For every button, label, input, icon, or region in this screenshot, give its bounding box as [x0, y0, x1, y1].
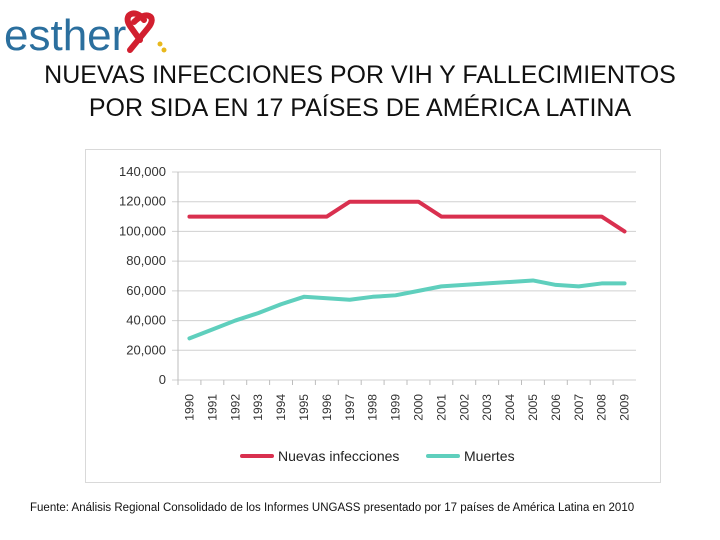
data-point — [302, 295, 306, 299]
x-tick-label: 1994 — [274, 394, 288, 421]
x-tick-label: 1990 — [182, 394, 196, 421]
series-line-nuevas-infecciones — [187, 199, 627, 234]
x-tick-label: 2002 — [457, 394, 471, 421]
x-tick-label: 2005 — [526, 394, 540, 421]
y-tick-label: 40,000 — [126, 313, 166, 328]
data-point — [279, 215, 283, 219]
y-tick-label: 100,000 — [119, 223, 166, 238]
x-tick-label: 1999 — [389, 394, 403, 421]
x-tick-label: 1993 — [251, 394, 265, 421]
red-ribbon-icon — [124, 10, 167, 53]
data-point — [256, 311, 260, 315]
data-point — [485, 281, 489, 285]
y-tick-label: 20,000 — [126, 342, 166, 357]
data-point — [394, 200, 398, 204]
data-point — [279, 302, 283, 306]
esther-logo: esther — [2, 6, 172, 62]
y-tick-label: 60,000 — [126, 283, 166, 298]
data-point — [623, 229, 627, 233]
data-point — [371, 295, 375, 299]
data-point — [600, 215, 604, 219]
x-tick-label: 1992 — [228, 394, 242, 421]
x-tick-label: 1997 — [343, 394, 357, 421]
series-line-muertes — [187, 278, 627, 341]
data-point — [325, 215, 329, 219]
x-tick-label: 2007 — [572, 394, 586, 421]
slide-title: NUEVAS INFECCIONES POR VIH Y FALLECIMIEN… — [44, 60, 676, 122]
data-point — [623, 281, 627, 285]
data-point — [348, 200, 352, 204]
x-tick-label: 1995 — [297, 394, 311, 421]
x-tick-label: 2008 — [595, 394, 609, 421]
legend-label: Nuevas infecciones — [278, 448, 399, 464]
x-tick-label: 1998 — [366, 394, 380, 421]
data-point — [508, 215, 512, 219]
data-point — [302, 215, 306, 219]
data-point — [577, 284, 581, 288]
logo-text: esther — [4, 11, 126, 60]
x-tick-label: 2004 — [503, 394, 517, 421]
x-tick-label: 1991 — [205, 394, 219, 421]
data-point — [210, 215, 214, 219]
data-point — [394, 293, 398, 297]
legend-label: Muertes — [464, 448, 515, 464]
data-point — [256, 215, 260, 219]
x-tick-label: 2006 — [549, 394, 563, 421]
data-point — [187, 336, 191, 340]
data-point — [554, 283, 558, 287]
x-tick-label: 2000 — [411, 394, 425, 421]
data-point — [187, 215, 191, 219]
data-point — [531, 215, 535, 219]
data-point — [554, 215, 558, 219]
x-tick-label: 2009 — [618, 394, 632, 421]
data-point — [485, 215, 489, 219]
data-point — [508, 280, 512, 284]
y-tick-label: 0 — [159, 372, 166, 387]
data-point — [233, 215, 237, 219]
series-layer — [187, 199, 627, 341]
legend: Nuevas infecciones Muertes — [240, 448, 515, 464]
data-point — [233, 319, 237, 323]
data-point — [416, 289, 420, 293]
data-point — [531, 278, 535, 282]
y-tick-label: 120,000 — [119, 194, 166, 209]
chart-svg: 0 20,000 40,000 60,000 80,000 100,000 120,000 1… — [119, 164, 636, 464]
data-point — [577, 215, 581, 219]
data-point — [462, 283, 466, 287]
x-tick-label: 2003 — [480, 394, 494, 421]
line-chart: 0 20,000 40,000 60,000 80,000 100,000 120,000 1… — [86, 150, 660, 482]
data-point — [210, 327, 214, 331]
data-point — [325, 296, 329, 300]
data-point — [439, 284, 443, 288]
x-tick-label: 1996 — [320, 394, 334, 421]
data-point — [416, 200, 420, 204]
y-tick-label: 140,000 — [119, 164, 166, 179]
y-tick-label: 80,000 — [126, 253, 166, 268]
data-point — [371, 200, 375, 204]
data-point — [462, 215, 466, 219]
source-note: Fuente: Análisis Regional Consolidado de… — [30, 502, 635, 514]
grid-layer — [172, 171, 636, 381]
x-tick-label: 2001 — [434, 394, 448, 421]
data-point — [439, 215, 443, 219]
data-point — [600, 281, 604, 285]
axis-layer: 0 20,000 40,000 60,000 80,000 100,000 120,000 1… — [119, 164, 632, 421]
data-point — [348, 298, 352, 302]
